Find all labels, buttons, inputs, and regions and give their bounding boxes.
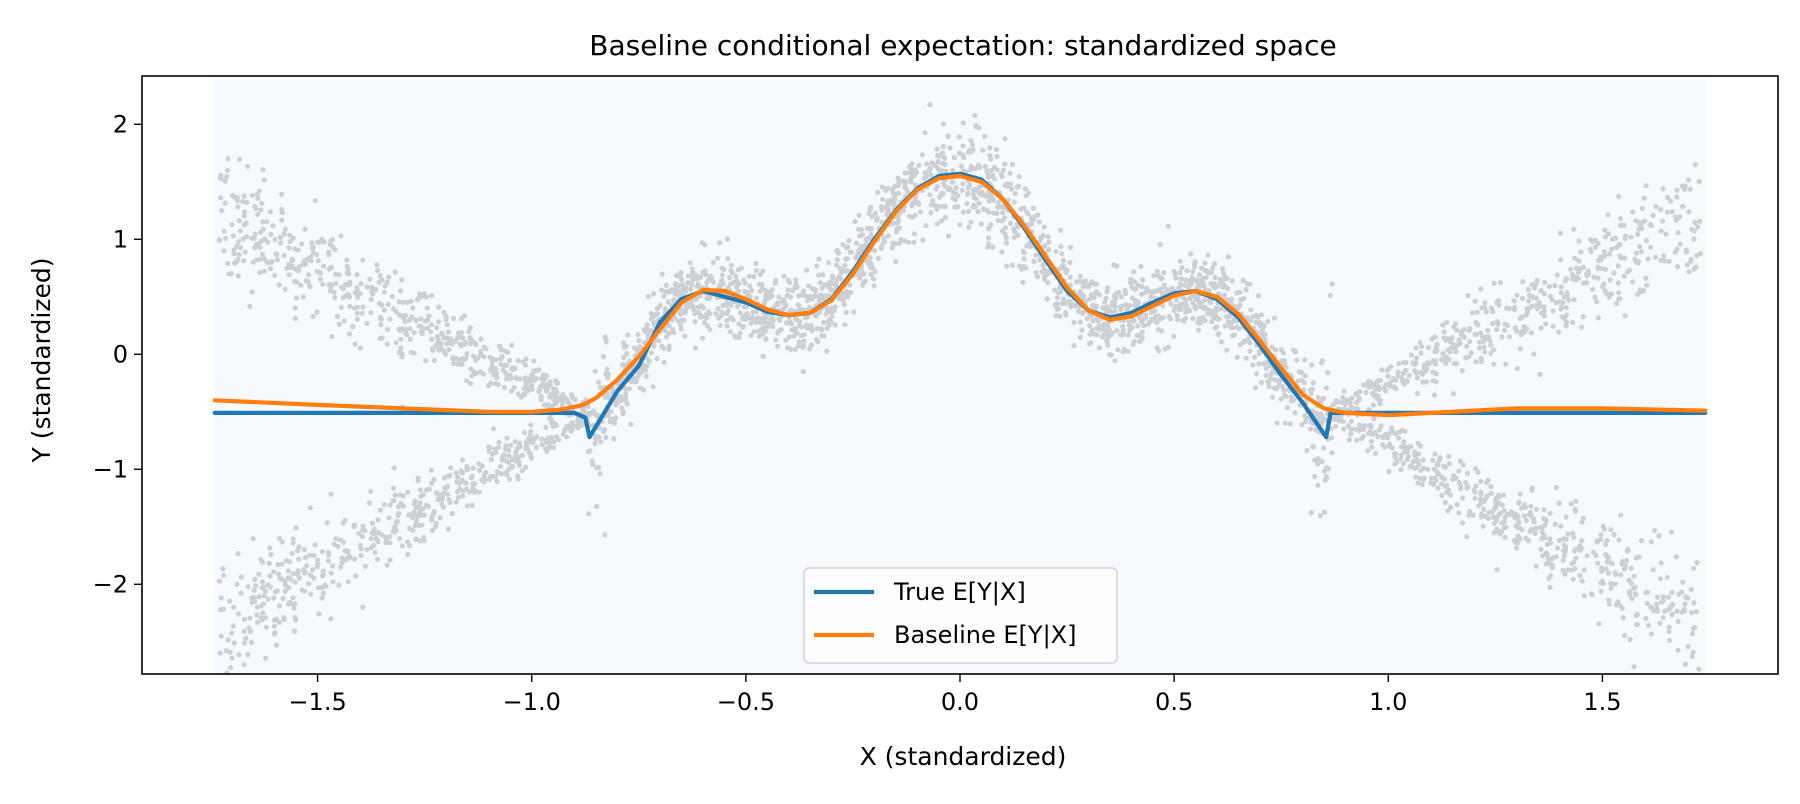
y-tick-label: 1 xyxy=(113,225,128,253)
y-tick-label: 2 xyxy=(113,110,128,138)
legend-box xyxy=(803,567,1118,664)
y-tick-label: −1 xyxy=(93,455,128,483)
legend-label: Baseline E[Y|X] xyxy=(894,621,1076,649)
x-tick-label: −1.5 xyxy=(288,688,346,716)
y-tick-label: 0 xyxy=(113,340,128,368)
scatter-points xyxy=(216,102,1704,676)
series-line-true xyxy=(212,171,1708,440)
legend: True E[Y|X] Baseline E[Y|X] xyxy=(803,567,1118,664)
x-axis: −1.5 −1.0 −0.5 0.0 0.5 1.0 1.5 xyxy=(288,674,1621,716)
series-lines xyxy=(212,171,1708,440)
chart-title: Baseline conditional expectation: standa… xyxy=(589,29,1336,62)
legend-label: True E[Y|X] xyxy=(893,578,1026,606)
x-tick-label: 1.0 xyxy=(1369,688,1407,716)
x-tick-label: 0.5 xyxy=(1155,688,1193,716)
x-tick-label: 0.0 xyxy=(941,688,979,716)
scatter-cloud xyxy=(216,102,1704,676)
x-axis-label: X (standardized) xyxy=(860,742,1067,771)
x-tick-label: 1.5 xyxy=(1583,688,1621,716)
x-tick-label: −1.0 xyxy=(503,688,561,716)
series-line-baseline xyxy=(212,173,1708,418)
y-axis: −2 −1 0 1 2 xyxy=(93,110,142,598)
y-axis-label: Y (standardized) xyxy=(27,258,56,464)
x-tick-label: −0.5 xyxy=(717,688,775,716)
y-tick-label: −2 xyxy=(93,570,128,598)
